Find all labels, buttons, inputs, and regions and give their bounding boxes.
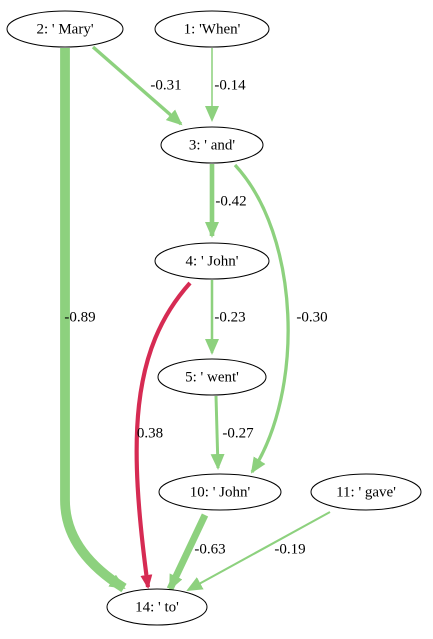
node-label: 10: ' John'	[190, 484, 251, 500]
edge-label: -0.23	[214, 309, 245, 325]
node-label: 14: ' to'	[135, 599, 179, 615]
edge	[233, 163, 290, 474]
node	[154, 242, 270, 280]
node	[157, 358, 267, 396]
edge-label: -0.19	[274, 541, 305, 557]
node	[154, 10, 270, 48]
node-label: 1: 'When'	[184, 21, 241, 37]
node	[158, 473, 282, 511]
edge-label: -0.89	[64, 309, 95, 325]
node-label: 5: ' went'	[185, 369, 239, 385]
node	[160, 126, 264, 164]
edge-label: -0.63	[194, 541, 225, 557]
edge-label: -0.31	[150, 77, 181, 93]
edge	[134, 281, 192, 589]
edge	[91, 45, 183, 126]
node	[6, 10, 124, 48]
node-label: 3: ' and'	[189, 137, 236, 153]
edges: -0.89 -0.31 -0.14 -0.42 -0.30 0.38 -0.23 -0.27 -…	[60, 45, 331, 593]
edge-label: -0.42	[215, 193, 246, 209]
edge-label: -0.30	[296, 309, 327, 325]
node-label: 2: ' Mary'	[36, 21, 93, 37]
node-label: 4: ' John'	[186, 253, 239, 269]
edge	[186, 511, 331, 591]
edge-label: 0.38	[137, 425, 163, 441]
edge	[210, 395, 225, 470]
node-label: 11: ' gave'	[336, 484, 396, 500]
node	[310, 473, 422, 511]
node	[106, 588, 208, 626]
edge	[166, 513, 209, 591]
nodes: 2: ' Mary' 1: 'When' 3: ' and' 4: ' John' 5:…	[6, 10, 422, 626]
edge-label: -0.27	[222, 425, 254, 441]
edge	[60, 48, 127, 593]
edge-label: -0.14	[214, 77, 246, 93]
